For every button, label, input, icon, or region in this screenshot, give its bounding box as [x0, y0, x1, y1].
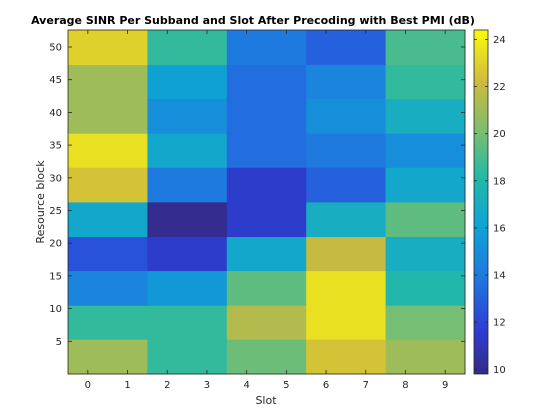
x-tick-label-9: 9 — [442, 380, 448, 391]
plot-frame — [67, 29, 466, 375]
heatmap-cell-r7-c2 — [226, 98, 307, 134]
heatmap-cell-r5-c3 — [306, 167, 386, 203]
heatmap-cell-r7-c3 — [306, 98, 386, 134]
heatmap-cell-r3-c2 — [226, 236, 307, 272]
heatmap-cell-r4-c3 — [306, 202, 386, 238]
x-tick-label-4: 4 — [243, 380, 249, 391]
heatmap-cell-r1-c2 — [226, 305, 307, 340]
heatmap-cell-r8-c1 — [147, 64, 228, 100]
heatmap-cell-r5-c0 — [68, 167, 148, 203]
y-tick-label-10: 10 — [49, 304, 62, 315]
heatmap-cell-r8-c0 — [68, 64, 148, 100]
colorbar-tick-label-14: 14 — [493, 271, 506, 282]
heatmap-cell-r3-c0 — [68, 236, 148, 272]
heatmap-cell-r2-c1 — [147, 270, 228, 306]
heatmap-cell-r5-c2 — [226, 167, 307, 203]
colorbar-tick-label-18: 18 — [493, 176, 506, 187]
x-tick-label-6: 6 — [323, 380, 329, 391]
colorbar-tick-label-24: 24 — [493, 35, 506, 46]
x-tick-label-5: 5 — [283, 380, 289, 391]
heatmap-cell-r0-c1 — [147, 339, 228, 375]
y-tick-label-5: 5 — [56, 337, 62, 348]
x-tick-label-1: 1 — [124, 380, 130, 391]
x-axis: 0 1 2 3 4 5 6 7 8 9 — [85, 30, 448, 391]
heatmap-cell-r1-c4 — [385, 305, 466, 340]
heatmap-cell-r1-c0 — [68, 305, 148, 340]
y-tick-label-35: 35 — [49, 141, 62, 152]
heatmap-cell-r2-c2 — [226, 270, 307, 306]
colorbar-tick-label-16: 16 — [493, 223, 506, 234]
heatmap-cell-r4-c1 — [147, 202, 228, 238]
heatmap-cell-r6-c1 — [147, 133, 228, 168]
x-tick-label-0: 0 — [85, 380, 91, 391]
heatmap-cell-r1-c3 — [306, 305, 386, 340]
heatmap-cell-r9-c0 — [68, 30, 148, 66]
x-axis-label: Slot — [255, 394, 277, 407]
heatmap-cell-r6-c3 — [306, 133, 386, 168]
colorbar-tick-label-20: 20 — [493, 129, 506, 140]
heatmap-cell-r0-c0 — [68, 339, 148, 375]
heatmap-cells — [68, 30, 466, 375]
heatmap-cell-r6-c2 — [226, 133, 307, 168]
heatmap-cell-r9-c4 — [385, 30, 466, 66]
colorbar-tick-label-10: 10 — [493, 365, 506, 376]
chart-title: Average SINR Per Subband and Slot After … — [31, 14, 475, 27]
heatmap-cell-r0-c2 — [226, 339, 307, 375]
colorbar-tick-label-12: 12 — [493, 318, 506, 329]
heatmap-cell-r5-c4 — [385, 167, 466, 203]
y-axis: 5 10 15 20 25 30 35 40 45 50 — [49, 43, 465, 348]
heatmap-cell-r7-c1 — [147, 98, 228, 134]
heatmap-cell-r2-c4 — [385, 270, 466, 306]
heatmap-cell-r8-c3 — [306, 64, 386, 100]
heatmap-cell-r8-c4 — [385, 64, 466, 100]
heatmap-cell-r8-c2 — [226, 64, 307, 100]
x-tick-label-2: 2 — [164, 380, 170, 391]
x-tick-label-8: 8 — [402, 380, 408, 391]
y-tick-label-20: 20 — [49, 239, 62, 250]
heatmap-cell-r7-c4 — [385, 98, 466, 134]
heatmap-cell-r9-c3 — [306, 30, 386, 66]
heatmap-cell-r6-c0 — [68, 133, 148, 168]
heatmap-cell-r0-c4 — [385, 339, 466, 375]
y-tick-label-50: 50 — [49, 43, 62, 54]
colorbar-ticks: 10 12 14 16 18 20 22 24 — [474, 35, 506, 376]
y-tick-label-30: 30 — [49, 173, 62, 184]
heatmap-cell-r6-c4 — [385, 133, 466, 168]
heatmap-cell-r3-c1 — [147, 236, 228, 272]
x-tick-label-3: 3 — [204, 380, 210, 391]
heatmap-cell-r4-c2 — [226, 202, 307, 238]
y-tick-label-25: 25 — [49, 206, 62, 217]
heatmap-cell-r0-c3 — [306, 339, 386, 375]
heatmap-cell-r3-c4 — [385, 236, 466, 272]
y-axis-label: Resource block — [34, 160, 47, 244]
heatmap-cell-r5-c1 — [147, 167, 228, 203]
x-tick-label-7: 7 — [363, 380, 369, 391]
colorbar — [473, 29, 489, 375]
heatmap-cell-r9-c1 — [147, 30, 228, 66]
heatmap-cell-r2-c0 — [68, 270, 148, 306]
colorbar-tick-label-22: 22 — [493, 82, 506, 93]
heatmap-cell-r4-c0 — [68, 202, 148, 238]
y-tick-label-45: 45 — [49, 75, 62, 86]
heatmap-cell-r9-c2 — [226, 30, 307, 66]
y-tick-label-40: 40 — [49, 108, 62, 119]
y-tick-label-15: 15 — [49, 271, 62, 282]
heatmap-cell-r3-c3 — [306, 236, 386, 272]
heatmap-cell-r1-c1 — [147, 305, 228, 340]
heatmap-cell-r4-c4 — [385, 202, 466, 238]
heatmap-cell-r7-c0 — [68, 98, 148, 134]
heatmap-cell-r2-c3 — [306, 270, 386, 306]
